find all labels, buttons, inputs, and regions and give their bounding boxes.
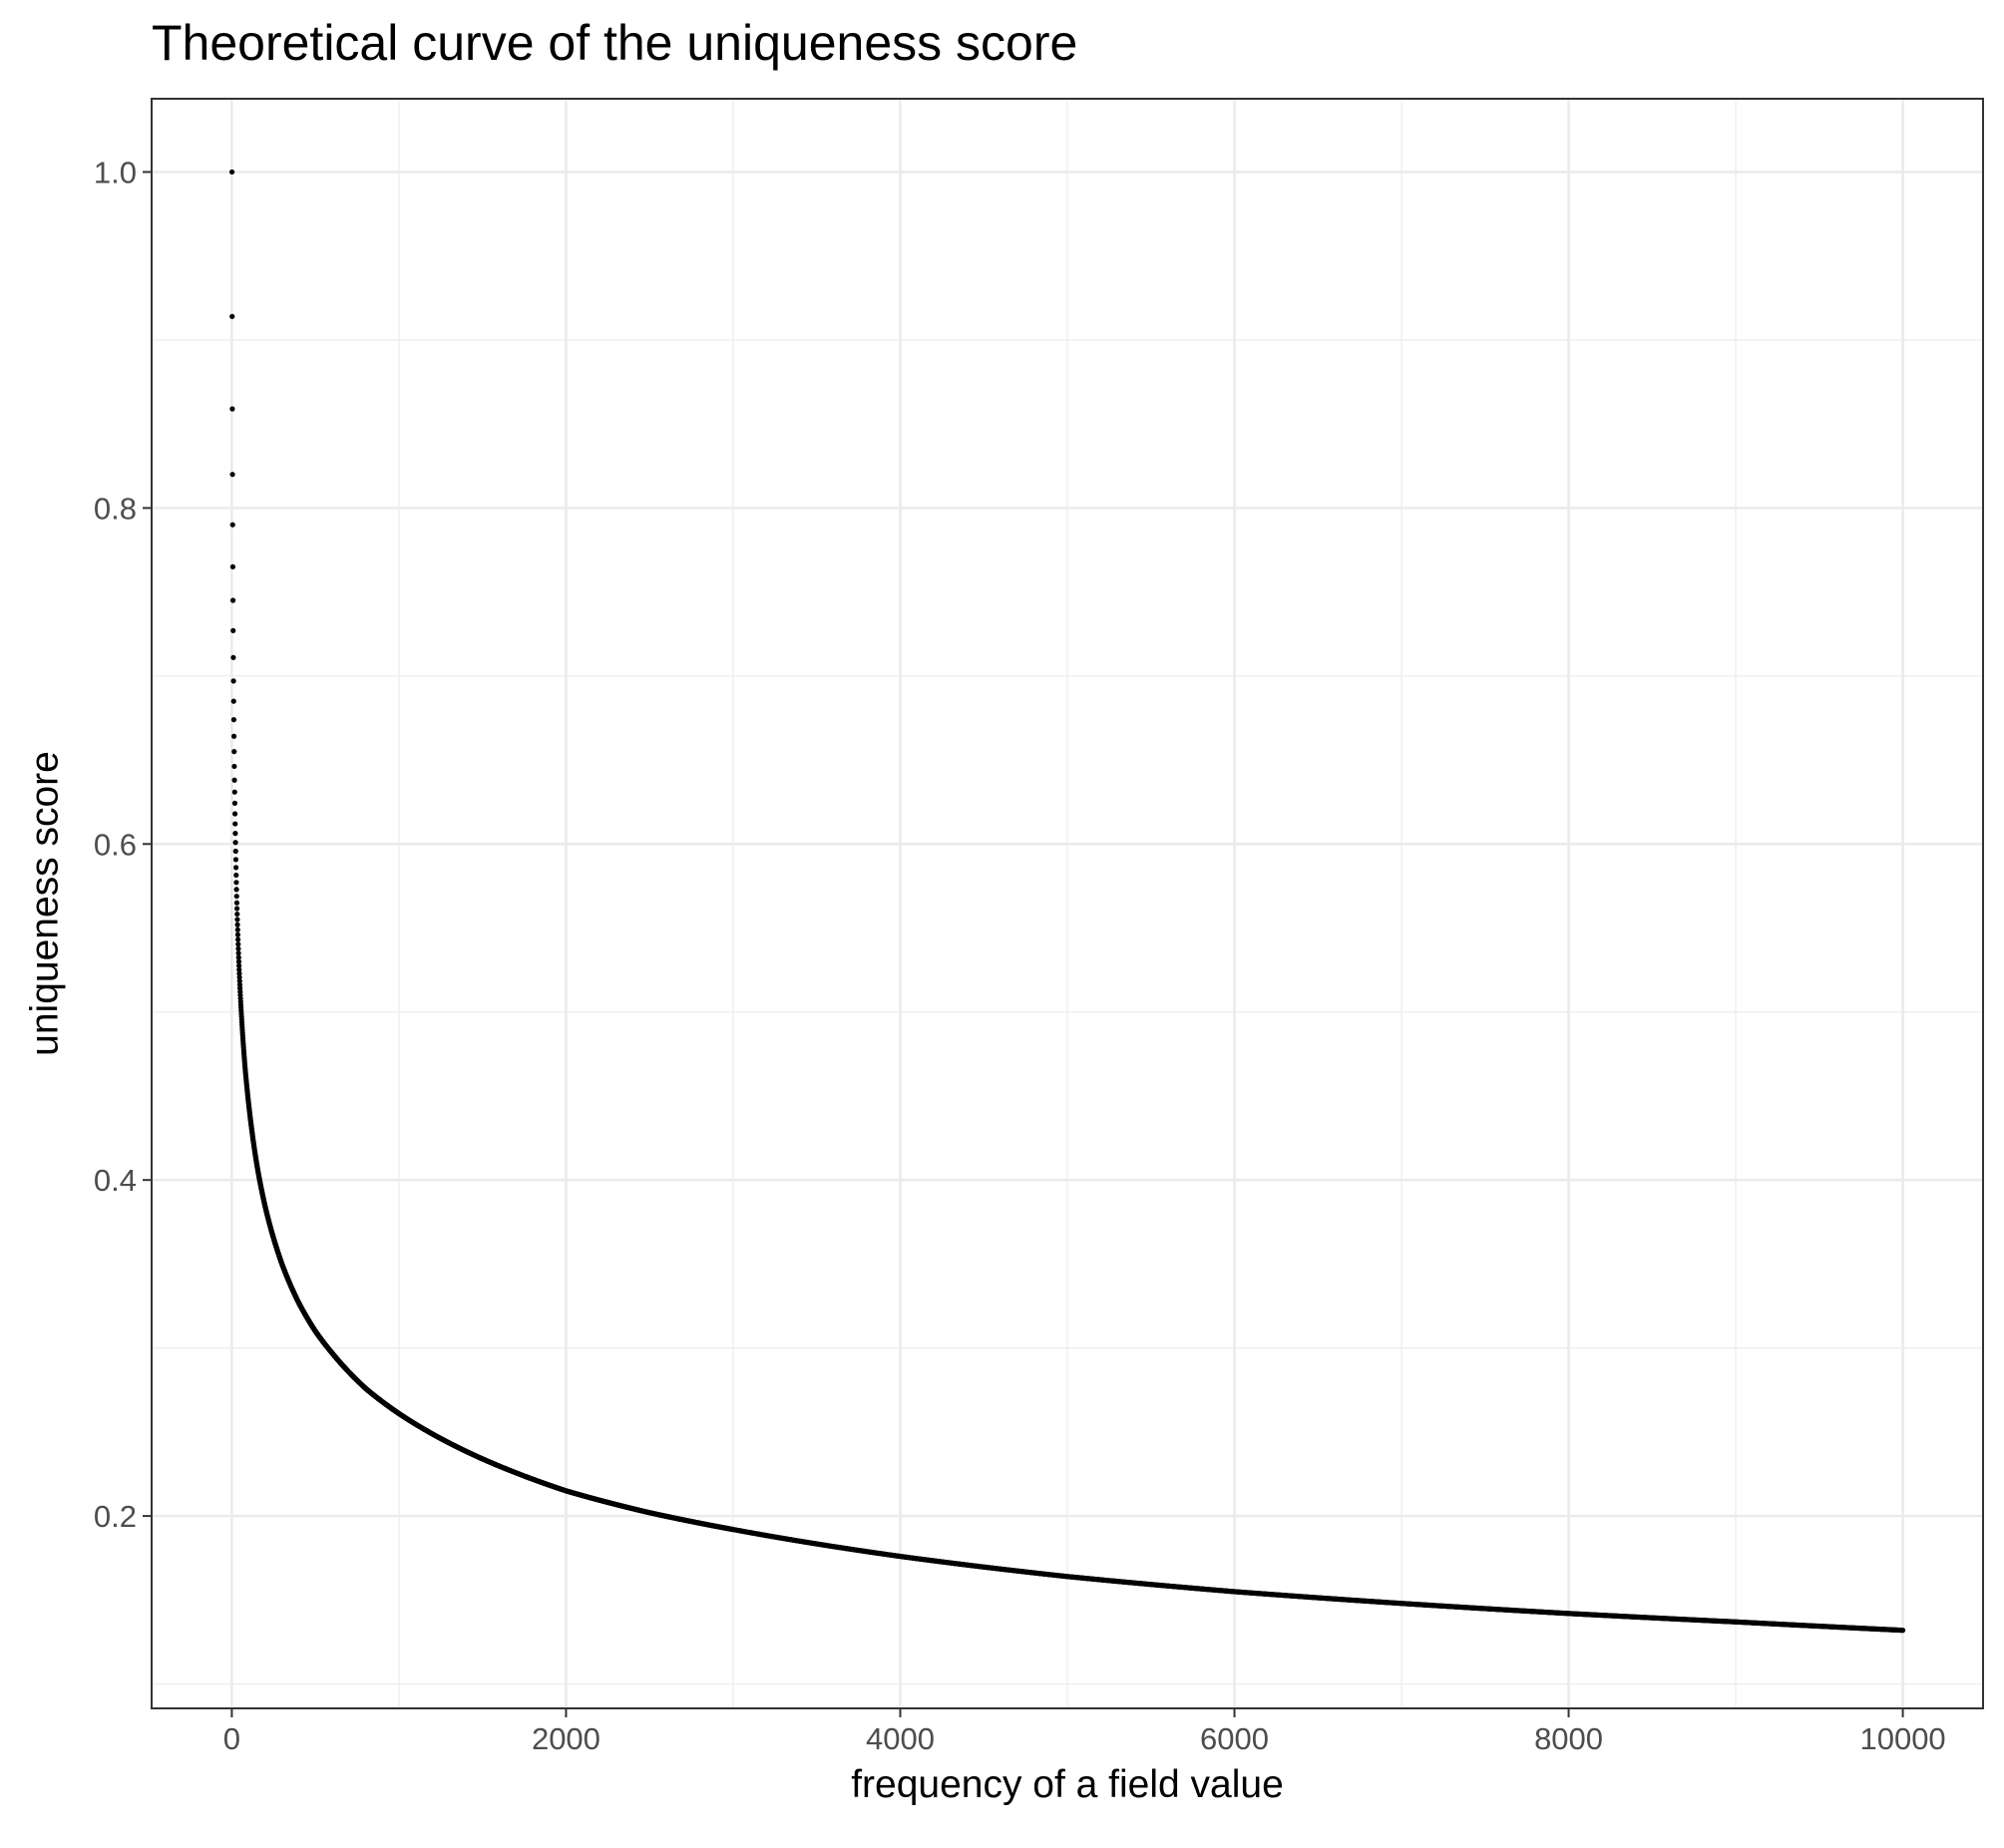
y-tick-label: 0.8 [94, 491, 137, 526]
x-tick-label: 6000 [1200, 1721, 1269, 1756]
data-point [235, 950, 241, 956]
y-tick-label: 0.2 [94, 1499, 137, 1534]
x-tick-label: 4000 [866, 1721, 935, 1756]
data-point [232, 821, 238, 827]
y-tick-label: 0.4 [94, 1163, 137, 1198]
data-point [229, 406, 235, 412]
data-point [228, 169, 235, 176]
x-tick-label: 10000 [1859, 1721, 1945, 1756]
data-point [236, 970, 242, 976]
data-point [236, 962, 242, 968]
data-point [236, 974, 242, 980]
data-point [232, 840, 238, 846]
data-point [232, 848, 238, 855]
data-point [234, 906, 240, 912]
data-point [235, 936, 241, 942]
data-point [229, 563, 236, 569]
data-point [232, 831, 238, 837]
major-gridlines [152, 99, 1983, 1708]
data-point [234, 922, 240, 927]
plot-panel-border [151, 98, 1984, 1709]
data-point [231, 800, 238, 806]
x-axis-title: frequency of a field value [851, 1763, 1284, 1806]
data-point [233, 887, 239, 893]
data-point [229, 522, 235, 528]
data-point [230, 627, 236, 633]
data-point [229, 313, 235, 319]
y-axis-ticks: 0.2 0.4 0.6 0.8 1.0 [94, 155, 152, 1534]
data-point [234, 926, 240, 932]
data-point [235, 945, 241, 951]
data-point [234, 917, 240, 923]
data-point [230, 733, 237, 739]
data-point [236, 978, 242, 984]
data-point [232, 857, 239, 863]
data-point [230, 698, 236, 704]
data-point [235, 958, 242, 964]
y-tick-label: 1.0 [94, 155, 137, 189]
data-point [232, 865, 239, 871]
y-axis-title: uniqueness score [24, 751, 67, 1056]
data-point [233, 880, 239, 886]
data-point [231, 763, 237, 770]
y-tick-label: 0.6 [94, 827, 137, 862]
data-points [228, 169, 1906, 1634]
data-point [229, 597, 236, 603]
data-point [231, 811, 238, 817]
data-point [231, 749, 237, 755]
data-point [230, 717, 237, 723]
data-point [230, 654, 236, 660]
data-point [235, 954, 241, 960]
chart-title: Theoretical curve of the uniqueness scor… [152, 15, 1078, 71]
data-point [231, 789, 237, 795]
data-point [233, 900, 240, 906]
data-point [234, 931, 241, 937]
data-point [230, 678, 236, 684]
data-point [235, 941, 241, 947]
x-tick-label: 8000 [1534, 1721, 1603, 1756]
data-point [233, 872, 239, 879]
x-axis-ticks: 0 2000 4000 6000 8000 10000 [223, 1708, 1946, 1756]
data-point [234, 911, 240, 918]
data-point [1899, 1628, 1906, 1634]
data-point [233, 894, 239, 900]
data-point [229, 472, 235, 478]
minor-gridlines [152, 99, 1983, 1708]
x-tick-label: 0 [223, 1721, 240, 1756]
data-point [231, 777, 237, 783]
data-point [236, 966, 242, 972]
x-tick-label: 2000 [532, 1721, 601, 1756]
